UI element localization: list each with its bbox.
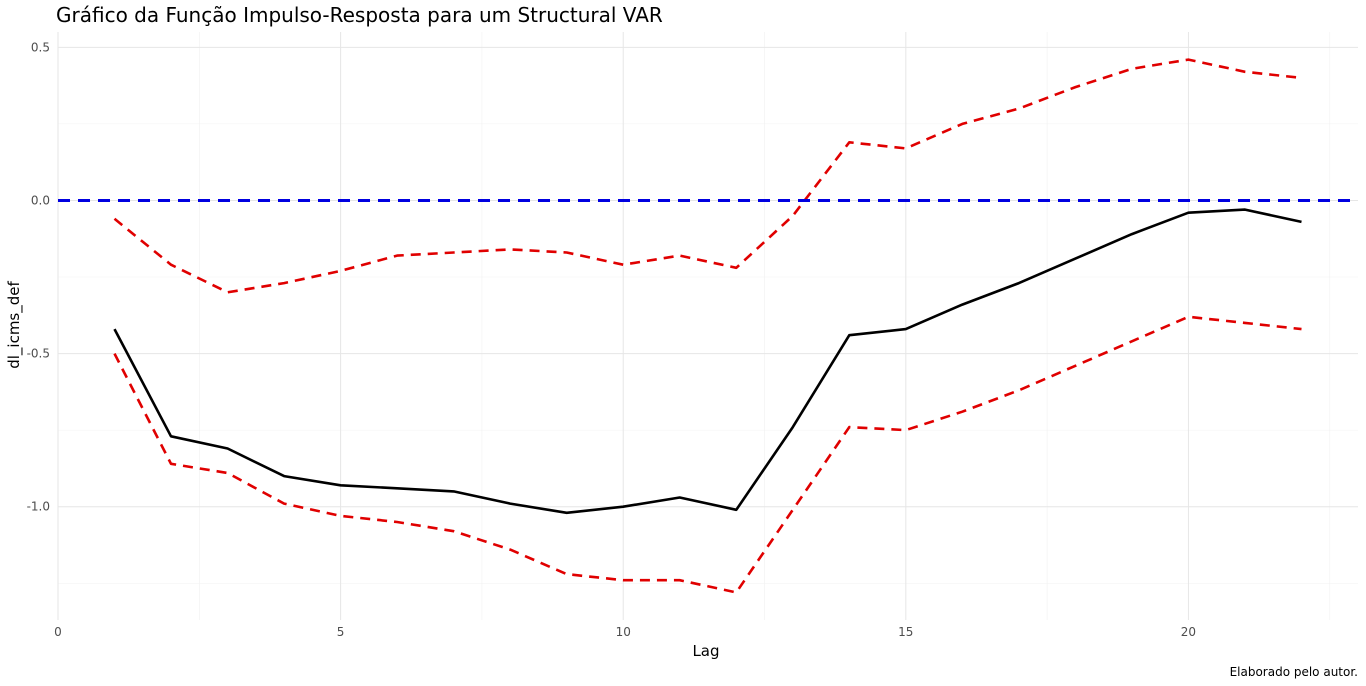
impulse-response-line (113, 208, 1302, 515)
series-layer (113, 58, 1302, 594)
x-tick-label: 10 (616, 625, 631, 639)
x-axis-ticks: 0 5 10 15 20 (54, 625, 1196, 639)
confidence-band-line (113, 58, 1302, 294)
grid-minor (58, 32, 1358, 620)
chart-title: Gráfico da Função Impulso-Resposta para … (56, 3, 663, 27)
y-axis-title: dl_icms_def (5, 281, 24, 369)
y-tick-label: 0.5 (31, 40, 50, 54)
x-tick-label: 0 (54, 625, 62, 639)
y-tick-label: -1.0 (27, 500, 50, 514)
chart-caption: Elaborado pelo autor. (1230, 665, 1358, 679)
y-tick-label: 0.0 (31, 193, 50, 207)
confidence-band-line (113, 315, 1302, 594)
grid-major (57, 32, 1358, 620)
x-axis-title: Lag (692, 642, 719, 660)
x-tick-label: 20 (1181, 625, 1196, 639)
x-tick-label: 15 (898, 625, 913, 639)
y-axis-ticks: 0.5 0.0 -0.5 -1.0 (27, 40, 50, 513)
y-tick-label: -0.5 (27, 347, 50, 361)
x-tick-label: 5 (337, 625, 345, 639)
